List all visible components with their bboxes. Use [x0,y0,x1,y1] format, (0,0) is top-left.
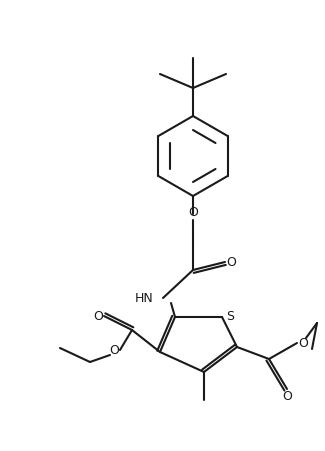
Text: O: O [109,344,119,357]
Text: O: O [282,390,292,403]
Text: O: O [298,337,308,350]
Text: O: O [226,256,236,269]
Text: O: O [93,310,103,323]
Text: S: S [226,309,234,322]
Text: HN: HN [134,291,153,304]
Text: O: O [188,206,198,219]
